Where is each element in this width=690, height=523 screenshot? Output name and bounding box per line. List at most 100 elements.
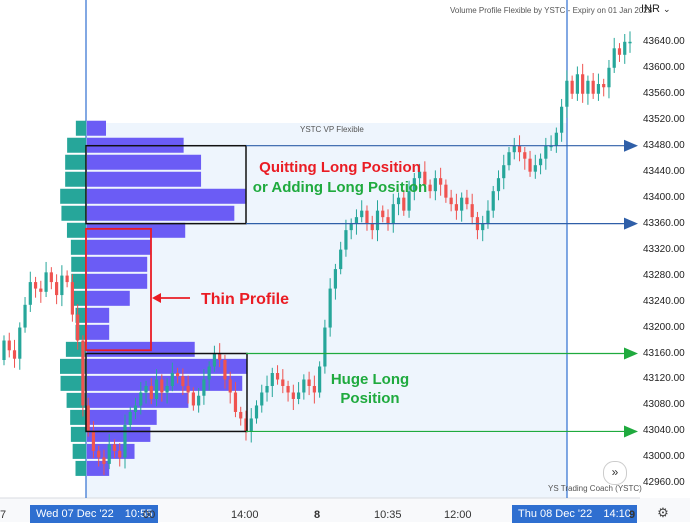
settings-button[interactable]: ⚙ bbox=[655, 505, 671, 521]
profile-volume-bar bbox=[87, 171, 202, 187]
huge-long-annotation-line1: Huge Long bbox=[330, 371, 410, 388]
candle-body bbox=[586, 80, 590, 94]
candle-body bbox=[533, 165, 537, 172]
scroll-to-realtime-button[interactable]: » bbox=[603, 461, 627, 485]
profile-volume-bar bbox=[87, 324, 110, 340]
profile-teal-bar bbox=[70, 426, 86, 442]
candle-body bbox=[175, 373, 180, 377]
profile-volume-bar bbox=[87, 188, 246, 204]
candle-body bbox=[617, 48, 622, 55]
price-tick-label: 43440.00 bbox=[643, 165, 685, 177]
candle-body bbox=[607, 67, 611, 88]
profile-volume-bar bbox=[87, 239, 151, 255]
time-label-1200: 12:00 bbox=[444, 509, 472, 521]
candle-body bbox=[254, 405, 259, 419]
candle-body bbox=[165, 385, 169, 393]
candle-body bbox=[544, 145, 548, 159]
candle-body bbox=[417, 171, 422, 179]
candle-body bbox=[76, 314, 80, 341]
candle-body bbox=[565, 80, 569, 107]
candle-body bbox=[560, 106, 564, 133]
candle-body bbox=[275, 373, 280, 380]
candle-body bbox=[596, 84, 601, 94]
time-label-8: 8 bbox=[314, 509, 321, 521]
candle-body bbox=[612, 48, 616, 68]
candle-body bbox=[44, 272, 48, 292]
price-tick-label: 43040.00 bbox=[643, 425, 685, 437]
candle-body bbox=[391, 204, 395, 224]
candle-body bbox=[465, 197, 469, 205]
candle-body bbox=[139, 392, 143, 406]
profile-teal-bar bbox=[73, 290, 86, 306]
price-tick-label: 43600.00 bbox=[643, 61, 685, 73]
candle-body bbox=[233, 392, 238, 412]
profile-teal-bar bbox=[67, 137, 86, 153]
candle-body bbox=[412, 178, 416, 192]
candle-body bbox=[91, 431, 96, 451]
time-label-1400: 14:00 bbox=[231, 509, 259, 521]
candle-body bbox=[407, 191, 411, 211]
level-43480-arrow-head bbox=[624, 139, 638, 152]
thin-profile-annotation: Thin Profile bbox=[201, 291, 289, 308]
candle-body bbox=[396, 197, 401, 205]
profile-label: YSTC VP Flexible bbox=[300, 125, 364, 134]
candle-body bbox=[623, 41, 627, 55]
candle-body bbox=[449, 197, 453, 205]
candle-body bbox=[523, 152, 527, 159]
price-tick-label: 43400.00 bbox=[643, 191, 685, 203]
candle-body bbox=[554, 132, 558, 146]
candle-body bbox=[270, 373, 274, 386]
candle-body bbox=[486, 210, 490, 224]
profile-teal-bar bbox=[75, 324, 86, 340]
candle-body bbox=[160, 379, 164, 393]
chevron-down-icon: ⌄ bbox=[663, 4, 671, 14]
candle-body bbox=[12, 350, 17, 359]
candle-body bbox=[102, 457, 106, 464]
candle-body bbox=[70, 282, 74, 315]
profile-teal-bar bbox=[66, 222, 86, 238]
price-tick-label: 43640.00 bbox=[643, 35, 685, 47]
level-43160-arrow-head bbox=[624, 347, 638, 360]
price-tick-label: 43360.00 bbox=[643, 217, 685, 229]
candle-body bbox=[444, 184, 448, 198]
profile-teal-bar bbox=[75, 460, 86, 476]
profile-volume-bar bbox=[87, 273, 148, 289]
profile-teal-bar bbox=[75, 307, 86, 323]
candle-body bbox=[349, 223, 353, 231]
candle-body bbox=[112, 444, 117, 451]
huge-long-zone-box bbox=[85, 352, 248, 433]
candle-body bbox=[386, 217, 390, 224]
candle-body bbox=[49, 272, 53, 283]
candle-body bbox=[423, 171, 427, 185]
candle-body bbox=[33, 282, 38, 289]
profile-volume-bar bbox=[87, 120, 107, 136]
candle-body bbox=[581, 74, 585, 94]
candle-body bbox=[302, 379, 306, 393]
profile-volume-bar bbox=[87, 460, 110, 476]
price-tick-label: 43320.00 bbox=[643, 243, 685, 255]
candle-body bbox=[354, 217, 359, 224]
candle-body bbox=[481, 223, 485, 231]
time-flag-right-date: Thu 08 Dec '22 bbox=[518, 508, 593, 520]
profile-teal-bar bbox=[65, 341, 86, 357]
quitting-annotation-line2: or Adding Long Position bbox=[252, 179, 428, 196]
profile-volume-bar bbox=[87, 154, 202, 170]
profile-teal-bar bbox=[65, 171, 86, 187]
profile-teal-bar bbox=[70, 409, 86, 425]
profile-volume-bar bbox=[87, 222, 186, 238]
profile-volume-bar bbox=[87, 375, 243, 391]
profile-teal-bar bbox=[66, 392, 86, 408]
candle-body bbox=[591, 80, 595, 94]
profile-teal-bar bbox=[60, 375, 86, 391]
candle-body bbox=[107, 444, 111, 464]
level-43040-arrow-head bbox=[624, 425, 638, 438]
candle-body bbox=[365, 210, 369, 224]
currency-selector[interactable]: INR ⌄ bbox=[641, 3, 671, 15]
price-tick-label: 43560.00 bbox=[643, 87, 685, 99]
candle-body bbox=[28, 282, 32, 305]
candle-body bbox=[265, 385, 269, 393]
candle-body bbox=[197, 395, 201, 406]
profile-volume-bar bbox=[87, 358, 247, 374]
price-tick-label: 42960.00 bbox=[643, 477, 685, 489]
